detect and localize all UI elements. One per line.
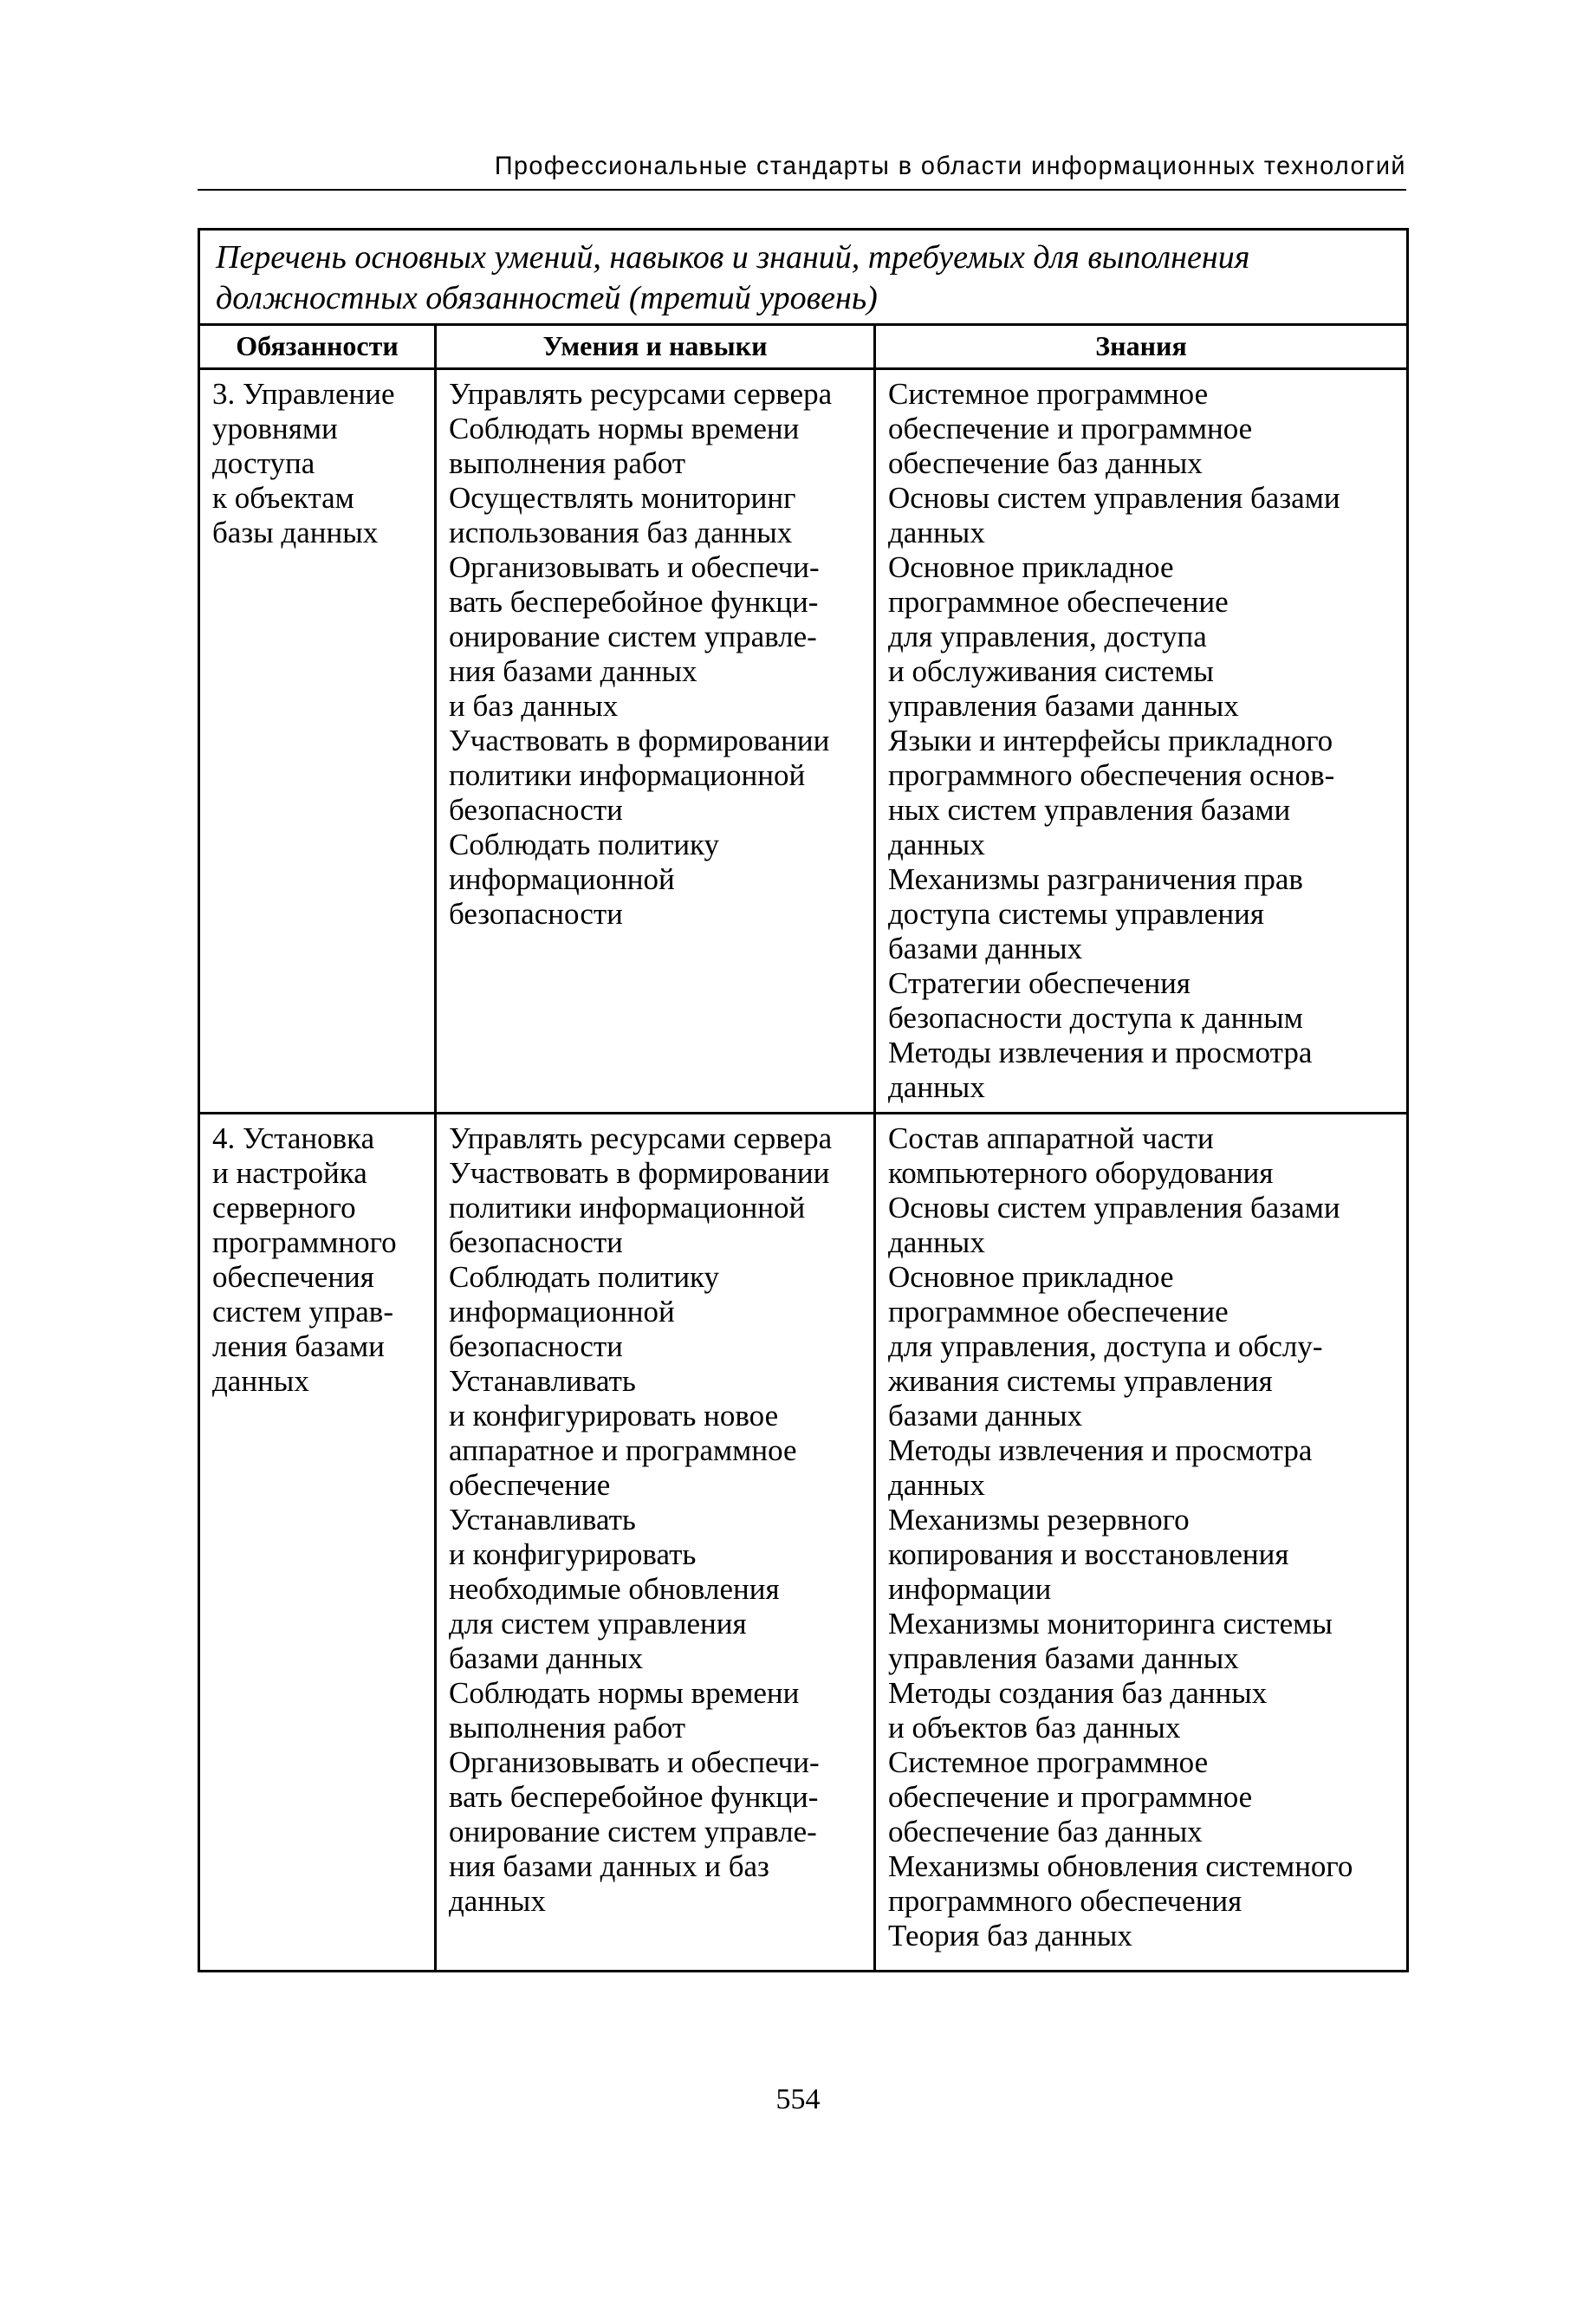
cell-skills: Управлять ресурсами сервера Соблюдать но… [434,367,876,1114]
skills-table: Перечень основных умений, навыков и знан… [197,228,1410,1972]
cell-duty: 3. Управление уровнями доступа к объекта… [198,367,437,1114]
cell-skills: Управлять ресурсами сервера Участвовать … [434,1112,876,1972]
table-row: 4. Установка и настройка серверного прог… [198,1112,1410,1972]
running-header: Профессиональные стандарты в области инф… [198,153,1406,191]
page-number: 554 [775,2083,821,2115]
column-header-knowledge: Знания [873,323,1410,370]
table-row: 3. Управление уровнями доступа к объекта… [198,367,1410,1114]
column-header-skills: Умения и навыки [434,323,876,370]
table-caption: Перечень основных умений, навыков и знан… [197,228,1410,326]
running-header-text: Профессиональные стандарты в области инф… [494,152,1406,180]
cell-duty: 4. Установка и настройка серверного прог… [198,1112,437,1972]
column-header-duties: Обязанности [198,323,437,370]
cell-knowledge: Системное программное обеспечение и прог… [873,367,1410,1114]
table-header-row: Обязанности Умения и навыки Знания [198,323,1410,370]
cell-knowledge: Состав аппаратной части компьютерного об… [873,1112,1410,1972]
table-caption-row: Перечень основных умений, навыков и знан… [197,228,1410,326]
